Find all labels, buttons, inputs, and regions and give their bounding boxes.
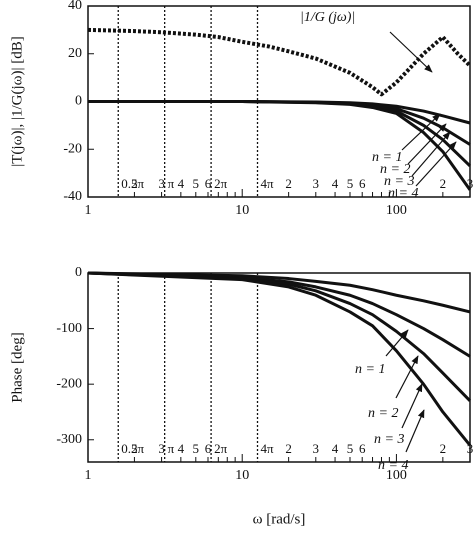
x-tick-label: 4	[178, 441, 185, 456]
y-tick-label: -300	[56, 432, 82, 447]
x-tick-label: 6	[359, 176, 366, 191]
x-tick-label: 1	[85, 468, 92, 483]
x-tick-label: 3	[158, 441, 165, 456]
y-axis-label: |T(jω)|, |1/G(jω)| [dB]	[9, 36, 25, 166]
series-label: n = 4	[388, 186, 418, 201]
reference-label: 4π	[261, 176, 275, 191]
x-tick-label: 4	[332, 176, 339, 191]
series-label: |1/G (jω)|	[300, 10, 355, 25]
series-line	[87, 271, 471, 314]
series-label: n = 2	[380, 162, 410, 177]
arrow	[401, 383, 423, 429]
x-tick-label: 2	[440, 441, 447, 456]
x-tick-label: 10	[235, 203, 249, 218]
reference-label: 4π	[261, 441, 275, 456]
y-tick-label: 20	[68, 46, 82, 61]
y-axis-label: Phase [deg]	[9, 332, 25, 402]
y-tick-label: 40	[68, 0, 82, 13]
reference-label: 2π	[214, 441, 228, 456]
series-label: n = 1	[355, 362, 385, 377]
x-axis-label: ω [rad/s]	[253, 511, 306, 527]
series-label: n = 2	[368, 406, 398, 421]
series-line	[88, 100, 472, 191]
arrow	[395, 355, 419, 399]
arrows	[385, 31, 457, 453]
x-tick-label: 2	[285, 441, 292, 456]
x-tick-label: 6	[359, 441, 366, 456]
x-tick-label: 5	[347, 176, 354, 191]
reference-label: 0.5π	[121, 441, 144, 456]
x-tick-label: 6	[205, 176, 212, 191]
x-tick-label: 3	[313, 441, 320, 456]
y-tick-label: -40	[63, 189, 82, 204]
series-line	[87, 271, 472, 447]
series-line	[88, 100, 472, 168]
y-tick-label: 0	[75, 94, 82, 109]
x-tick-label: 3	[467, 176, 474, 191]
x-tick-label: 100	[386, 203, 407, 218]
reference-label: π	[168, 176, 175, 191]
series-line	[87, 271, 472, 402]
arrow	[405, 409, 425, 453]
series-line	[87, 27, 472, 97]
x-tick-label: 3	[158, 176, 165, 191]
x-tick-label: 1	[85, 203, 92, 218]
x-tick-label: 4	[178, 176, 185, 191]
x-tick-label: 10	[235, 468, 249, 483]
y-tick-label: -100	[56, 321, 82, 336]
reference-label: 0.5π	[121, 176, 144, 191]
y-tick-label: -20	[63, 141, 82, 156]
x-tick-label: 3	[467, 441, 474, 456]
arrow	[415, 141, 457, 187]
x-tick-label: 2	[131, 441, 138, 456]
y-tick-label: 0	[75, 265, 82, 280]
x-tick-label: 6	[205, 441, 212, 456]
x-tick-label: 5	[347, 441, 354, 456]
series-label: n = 1	[372, 150, 402, 165]
arrow	[407, 123, 447, 165]
series-label: n = 4	[378, 458, 408, 473]
x-tick-label: 3	[313, 176, 320, 191]
arrow	[389, 31, 433, 73]
x-tick-label: 2	[285, 176, 292, 191]
x-tick-label: 2	[440, 176, 447, 191]
series-line	[87, 271, 471, 358]
plot-frame	[87, 272, 471, 463]
reference-label: 2π	[214, 176, 228, 191]
x-tick-label: 4	[332, 441, 339, 456]
x-tick-label: 5	[193, 176, 200, 191]
x-tick-label: 100	[386, 468, 407, 483]
x-tick-label: 5	[193, 441, 200, 456]
x-tick-label: 2	[131, 176, 138, 191]
y-tick-label: -200	[56, 376, 82, 391]
series-label: n = 3	[384, 174, 414, 189]
series-label: n = 3	[374, 432, 404, 447]
arrow	[385, 329, 409, 357]
reference-label: π	[168, 441, 175, 456]
